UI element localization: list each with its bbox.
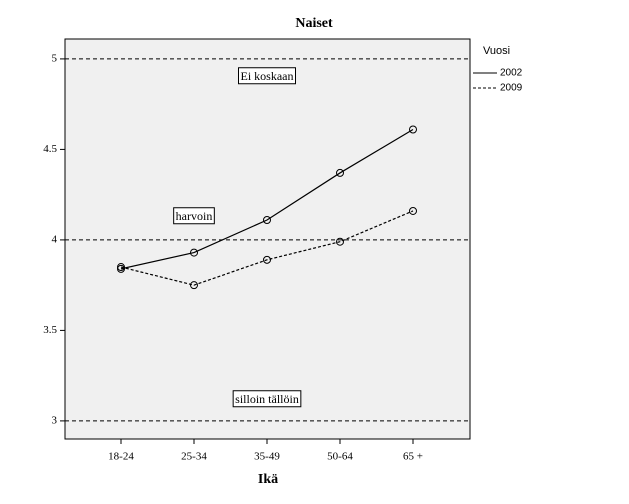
series-line <box>120 128 414 270</box>
marker <box>409 206 417 215</box>
marker <box>190 248 198 257</box>
x-tick-label: 50-64 <box>327 451 353 463</box>
annotation-text: harvoin <box>176 209 213 223</box>
x-tick-label: 18-24 <box>108 451 134 463</box>
annotation-box <box>173 207 215 225</box>
annotation: silloin tällöin <box>232 390 302 408</box>
plot-area <box>64 38 471 440</box>
annotation-text: Ei koskaan <box>241 69 294 83</box>
annotation: harvoin <box>173 207 215 225</box>
marker <box>409 125 417 134</box>
annotation: Ei koskaan <box>238 67 296 85</box>
y-tick-label: 3.5 <box>43 324 57 336</box>
legend-title: Vuosi <box>483 45 510 57</box>
marker <box>336 237 344 246</box>
legend-label: 2009 <box>500 83 523 94</box>
marker <box>117 263 125 272</box>
chart-title: Naiset <box>295 16 333 31</box>
x-axis-label: Ikä <box>258 472 278 487</box>
marker <box>263 255 271 264</box>
marker <box>336 168 344 177</box>
y-tick-label: 3 <box>52 414 58 426</box>
marker <box>190 281 198 290</box>
y-tick-label: 4.5 <box>43 143 57 155</box>
annotation-box <box>232 390 302 408</box>
y-tick-label: 4 <box>52 233 58 245</box>
marker <box>263 215 271 224</box>
legend-label: 2002 <box>500 68 523 79</box>
annotation-box <box>238 67 296 85</box>
annotation-text: silloin tällöin <box>235 392 299 406</box>
x-tick-label: 25-34 <box>181 451 207 463</box>
x-tick-label: 35-49 <box>254 451 280 463</box>
y-tick-label: 5 <box>52 52 58 64</box>
x-tick-label: 65 + <box>403 451 423 463</box>
series-line <box>120 210 414 286</box>
